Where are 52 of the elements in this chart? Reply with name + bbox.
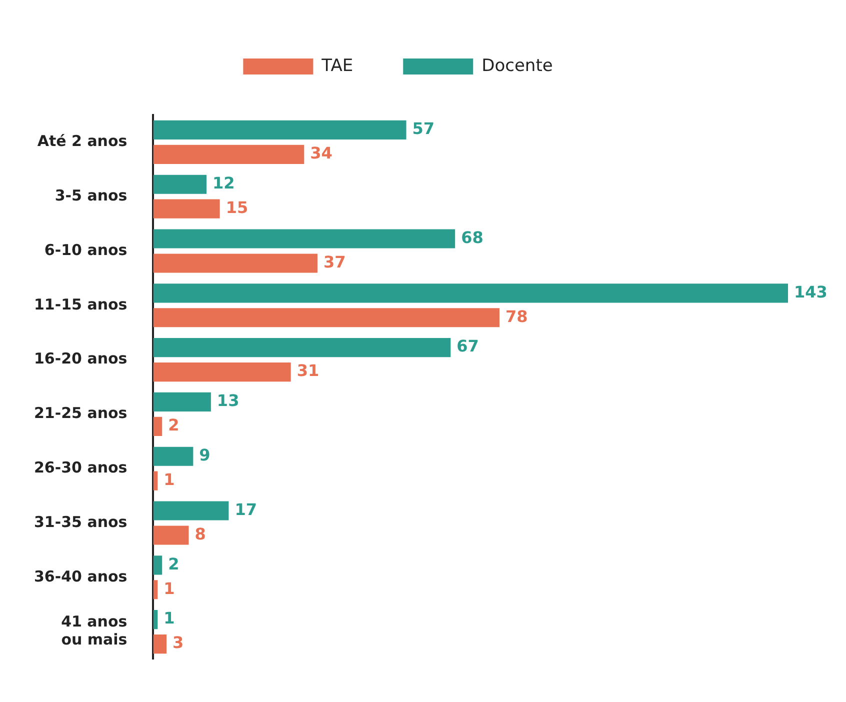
legend-label: TAE	[320, 56, 354, 76]
data-label: 3	[172, 633, 184, 652]
bar	[153, 526, 189, 545]
data-label: 34	[310, 144, 332, 163]
bar	[153, 416, 162, 436]
bar	[153, 446, 194, 466]
legend-label: Docente	[482, 56, 553, 76]
y-tick-label: 11-15 anos	[34, 295, 128, 314]
data-label: 12	[212, 174, 235, 193]
y-tick-label: 41 anos ou mais	[61, 612, 128, 649]
data-label: 2	[168, 554, 180, 574]
bar	[153, 120, 406, 140]
bar	[153, 174, 206, 194]
data-label: 2	[168, 416, 180, 435]
bar	[153, 501, 229, 520]
bar	[153, 634, 167, 654]
data-label: 1	[164, 470, 175, 489]
bar	[153, 199, 220, 218]
bar	[153, 471, 158, 490]
bar	[153, 580, 158, 600]
y-tick-label: 21-25 anos	[34, 404, 128, 422]
data-label: 9	[199, 446, 210, 465]
bar	[153, 362, 291, 382]
bar	[153, 254, 318, 273]
y-tick-label: 26-30 anos	[34, 458, 128, 476]
data-label: 1	[164, 608, 175, 628]
data-label: 37	[323, 252, 346, 272]
data-label: 67	[456, 336, 479, 356]
data-label: 15	[226, 198, 248, 217]
bar	[153, 308, 500, 328]
y-tick-label: 6-10 anos	[44, 240, 128, 259]
bar	[153, 392, 211, 412]
data-label: 143	[794, 282, 828, 302]
bar	[153, 556, 162, 575]
data-label: 57	[412, 119, 435, 138]
data-label: 8	[194, 524, 206, 544]
y-tick-label: 16-20 anos	[34, 350, 128, 368]
y-tick-label: 31-35 anos	[34, 512, 128, 531]
data-label: 31	[296, 361, 320, 380]
data-label: 13	[216, 391, 240, 410]
bar	[153, 144, 304, 164]
y-tick-label: 3-5 anos	[54, 186, 128, 204]
bar	[153, 338, 451, 358]
data-label: 1	[164, 578, 175, 598]
y-tick-label: Até 2 anos	[37, 132, 128, 150]
bar	[153, 229, 456, 248]
data-label: 68	[461, 228, 484, 247]
bar	[153, 284, 788, 303]
data-label: 17	[234, 500, 257, 519]
y-tick-label: 36-40 anos	[34, 567, 128, 586]
data-label: 78	[505, 306, 528, 326]
bar	[153, 610, 158, 630]
